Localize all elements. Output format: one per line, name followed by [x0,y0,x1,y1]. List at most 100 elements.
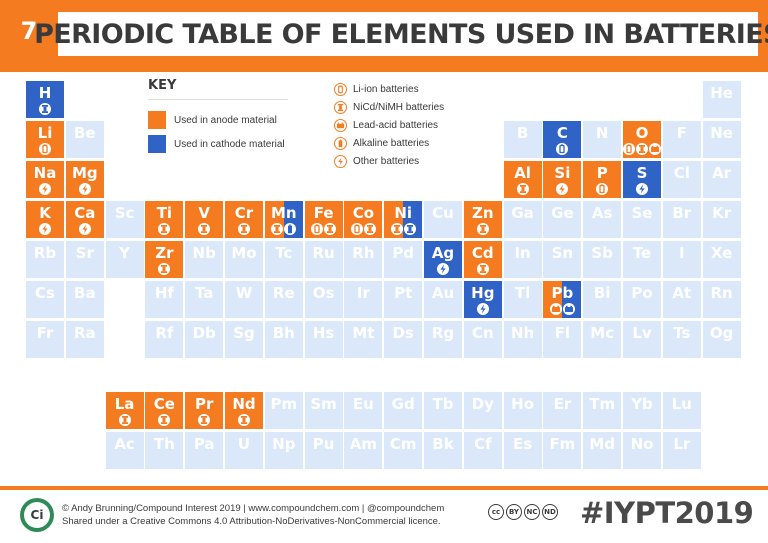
legend-item-liion: Li-ion batteries [334,80,494,98]
battery-type-icons [39,103,51,115]
footer: Ci © Andy Brunning/Compound Interest 201… [0,490,768,543]
battery-type-icons [350,223,376,235]
key-divider [148,99,288,100]
element-hf: Hf [145,281,184,318]
element-symbol: Nd [232,395,256,413]
element-symbol: Dy [471,395,494,413]
element-symbol: Tc [275,244,293,262]
element-cr: Cr [225,201,263,238]
element-es: Es [503,432,542,469]
element-th: Th [145,432,184,469]
key-title: KEY [148,78,177,93]
element-symbol: Md [589,435,616,453]
element-yb: Yb [623,392,661,429]
cathode-swatch [148,135,166,153]
content-area: H He Li Be B C N O F Ne Na Mg Al Si P S Cl Ar K Ca Sc Ti V Cr Mn… [12,72,756,482]
element-tl: Tl [503,281,542,318]
element-ni: Ni [384,201,423,238]
cc-icon: cc [488,504,504,520]
element-ir: Ir [344,281,383,318]
element-v: V [185,201,224,238]
battery-type-icons [158,263,171,275]
element-cl: Cl [662,161,701,198]
element-er: Er [543,392,582,429]
liion-battery-icon [623,143,635,155]
element-cs: Cs [26,281,64,318]
element-symbol: Pu [312,435,335,453]
element-pa: Pa [185,432,224,469]
element-fr: Fr [26,321,64,358]
element-symbol: Ta [194,284,214,302]
element-re: Re [264,281,303,318]
element-symbol: Bi [593,284,611,302]
element-symbol: Hf [154,284,174,302]
element-symbol: N [595,124,609,142]
element-ta: Ta [185,281,224,318]
leadacid-battery-icon [549,303,562,315]
element-symbol: Zr [155,244,174,262]
element-symbol: Sc [114,204,135,222]
element-symbol: Ca [74,204,96,222]
element-symbol: Al [514,164,531,182]
element-at: At [662,281,701,318]
battery-type-icons [78,183,91,195]
key-item-cathode: Used in cathode material [148,132,298,156]
element-symbol: Mt [352,324,375,342]
element-nd: Nd [225,392,263,429]
nicd-battery-icon [39,103,51,115]
element-symbol: K [39,204,51,222]
compound-interest-logo: Ci [20,498,54,532]
element-as: As [583,201,622,238]
battery-type-icons [158,223,171,235]
element-ar: Ar [702,161,741,198]
element-ho: Ho [503,392,542,429]
nicd-battery-icon [324,223,337,235]
element-symbol: Th [153,435,175,453]
element-symbol: Cd [471,244,494,262]
element-lu: Lu [662,392,701,429]
anode-swatch [148,111,166,129]
nicd-battery-icon [476,223,489,235]
element-i: I [662,241,701,278]
key-label-anode: Used in anode material [174,114,277,126]
element-symbol: Sr [75,244,94,262]
liion-battery-icon [596,183,609,195]
element-symbol: Bk [432,435,454,453]
liion-battery-icon [39,143,51,155]
element-symbol: Ti [156,204,173,222]
element-og: Og [702,321,741,358]
element-symbol: Ra [73,324,96,342]
element-symbol: Fl [554,324,571,342]
element-symbol: Tm [589,395,616,413]
element-te: Te [623,241,661,278]
element-ba: Ba [65,281,104,318]
nicd-battery-icon [403,223,416,235]
element-eu: Eu [344,392,383,429]
battery-type-icons [556,143,569,155]
nicd-battery-icon [516,183,529,195]
element-ce: Ce [145,392,184,429]
battery-type-icons [390,223,416,235]
element-b: B [503,121,542,158]
battery-type-icons [238,414,250,426]
element-symbol: Mg [71,164,98,182]
key-panel: KEY Used in anode material Used in catho… [148,78,298,156]
battery-type-icons [158,414,171,426]
battery-type-icons [549,303,575,315]
element-sb: Sb [583,241,622,278]
issue-number-badge: 7 [0,0,58,62]
other-battery-icon [78,223,91,235]
element-cf: Cf [463,432,502,469]
element-tm: Tm [583,392,622,429]
element-pr: Pr [185,392,224,429]
element-pt: Pt [384,281,423,318]
element-symbol: Pt [394,284,413,302]
element-tc: Tc [264,241,303,278]
battery-type-icons [596,183,609,195]
credit-line-1: © Andy Brunning/Compound Interest 2019 |… [62,503,445,514]
element-bi: Bi [583,281,622,318]
element-ds: Ds [384,321,423,358]
element-symbol: Rf [155,324,174,342]
nicd-battery-icon [636,143,648,155]
battery-type-icons [476,263,489,275]
